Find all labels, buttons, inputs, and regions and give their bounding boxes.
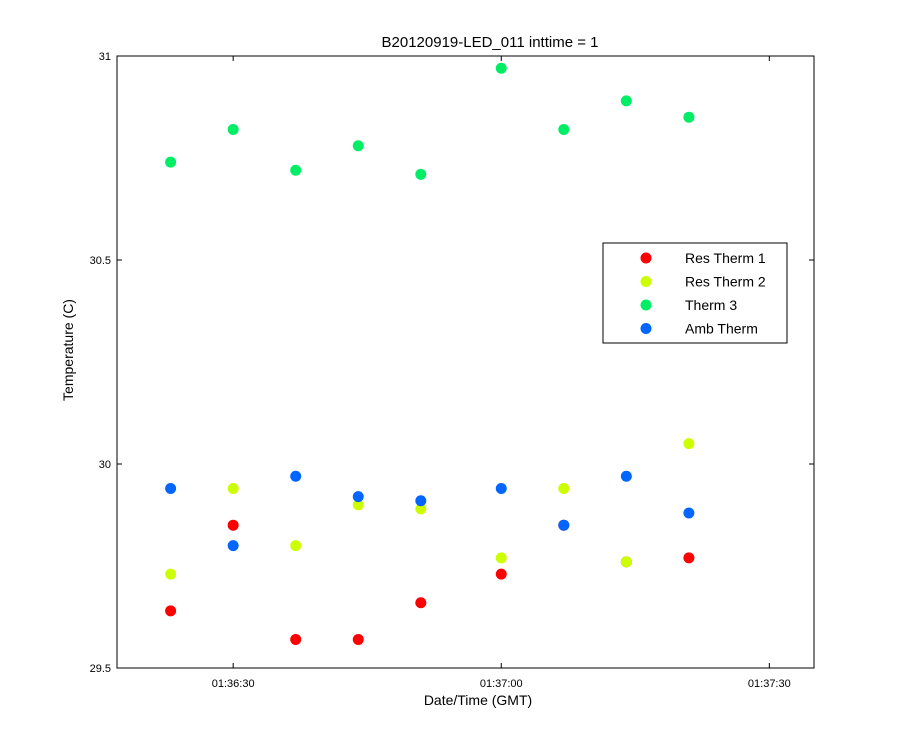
data-point [352, 491, 364, 503]
legend-marker [640, 276, 652, 287]
legend-marker [640, 299, 652, 311]
data-point [352, 633, 364, 645]
legend-box [602, 242, 788, 344]
legend: Res Therm 1 Res Therm 2 Therm 3 Amb Therm [602, 242, 788, 344]
data-point [683, 507, 695, 519]
data-point [227, 540, 239, 552]
data-point [165, 482, 177, 494]
data-point [352, 140, 364, 152]
data-point [227, 123, 239, 135]
data-point [558, 123, 570, 135]
axis-ticks: 01:36:30 01:37:00 01:37:30 29.5 30 30.5 31 [90, 51, 814, 690]
data-point [495, 62, 507, 74]
legend-label: Res Therm 1 [685, 250, 766, 266]
legend-label: Amb Therm [685, 321, 758, 337]
legend-label: Therm 3 [685, 297, 737, 313]
data-point [620, 95, 632, 107]
y-tick-label: 30.5 [90, 255, 111, 267]
legend-marker [640, 323, 652, 334]
chart-title: B20120919-LED_011 inttime = 1 [382, 34, 599, 51]
data-point [558, 519, 570, 531]
data-point [415, 168, 427, 180]
series-2 [165, 62, 695, 180]
data-point [290, 470, 302, 482]
legend-marker [640, 252, 652, 264]
data-point [558, 482, 570, 494]
x-tick-label: 01:37:00 [480, 678, 523, 690]
data-point [227, 482, 239, 494]
series-1 [165, 438, 695, 580]
data-point [290, 164, 302, 176]
data-point [620, 470, 632, 482]
data-point [620, 556, 632, 568]
legend-label: Res Therm 2 [685, 274, 766, 290]
data-point [683, 552, 695, 564]
plot-frame [116, 55, 815, 669]
data-point [415, 597, 427, 609]
data-point [352, 499, 364, 511]
data-point [683, 438, 695, 450]
data-point [415, 503, 427, 515]
y-axis-label: Temperature (C) [60, 299, 76, 401]
data-point [683, 111, 695, 123]
data-point [165, 156, 177, 168]
x-axis-label: Date/Time (GMT) [424, 692, 532, 708]
x-tick-label: 01:36:30 [212, 678, 255, 690]
data-point [227, 519, 239, 531]
data-point [495, 568, 507, 580]
series-3 [165, 470, 695, 552]
data-point [165, 605, 177, 617]
y-tick-label: 29.5 [90, 663, 111, 675]
data-points [165, 62, 695, 645]
data-point [290, 633, 302, 645]
data-point [495, 552, 507, 564]
y-tick-label: 30 [99, 459, 111, 471]
data-point [290, 540, 302, 552]
data-point [415, 495, 427, 507]
x-tick-label: 01:37:30 [748, 678, 791, 690]
data-point [165, 568, 177, 580]
y-tick-label: 31 [99, 51, 111, 63]
data-point [495, 482, 507, 494]
